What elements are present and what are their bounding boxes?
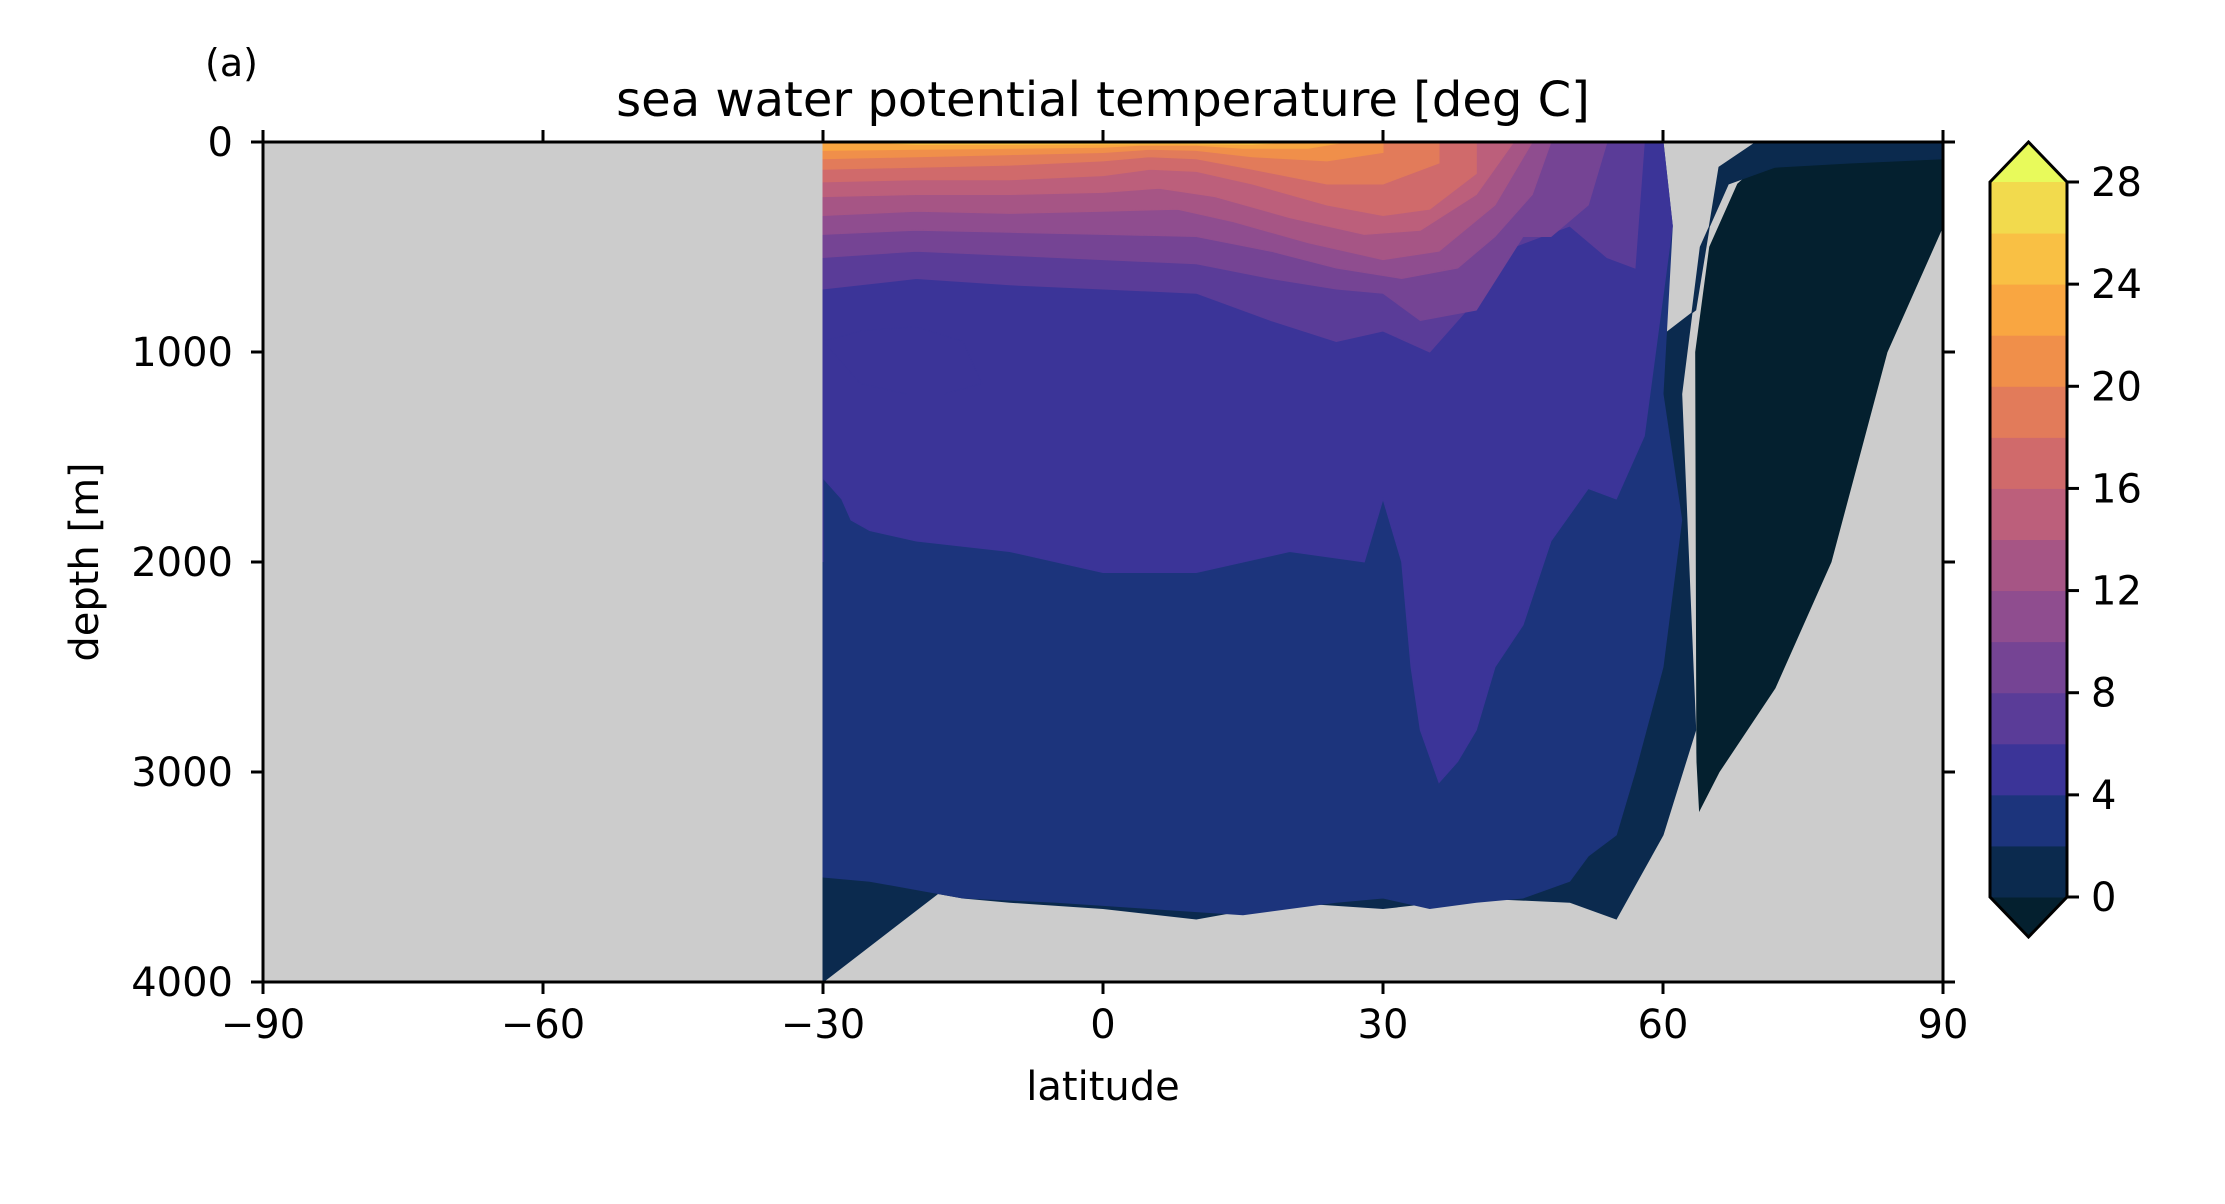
colorbar-segment	[1990, 233, 2067, 285]
chart-title: sea water potential temperature [deg C]	[616, 72, 1590, 128]
colorbar-segment	[1990, 386, 2067, 438]
x-tick-label: −60	[501, 1002, 585, 1048]
colorbar-tick-label: 16	[2091, 466, 2142, 512]
colorbar-segment	[1990, 692, 2067, 745]
colorbar-segment	[1990, 284, 2067, 336]
y-tick-label: 0	[208, 120, 233, 166]
y-tick-label: 3000	[131, 750, 233, 796]
colorbar-segment	[1990, 335, 2067, 387]
colorbar-tick-label: 4	[2091, 773, 2116, 819]
colorbar-tick-label: 12	[2091, 569, 2142, 615]
x-tick-label: 30	[1358, 1002, 1409, 1048]
x-tick-label: −90	[221, 1002, 305, 1048]
y-tick-label: 1000	[131, 330, 233, 376]
colorbar: 0 4 8 12 16 20 24 28	[1988, 139, 2142, 940]
temperature-field	[822, 142, 1943, 982]
y-axis: 0 1000 2000 3000 4000	[131, 120, 1955, 1006]
x-tick-label: 60	[1638, 1002, 1689, 1048]
colorbar-segment	[1990, 845, 2067, 898]
y-axis-label: depth [m]	[62, 462, 108, 661]
colorbar-segment	[1990, 437, 2067, 489]
colorbar-segment	[1990, 641, 2067, 694]
panel-label: (a)	[205, 41, 258, 85]
y-tick-label: 2000	[131, 540, 233, 586]
colorbar-tick-label: 28	[2091, 160, 2142, 206]
x-tick-label: 90	[1918, 1002, 1969, 1048]
x-tick-label: 0	[1090, 1002, 1115, 1048]
colorbar-under-extension	[1990, 897, 2067, 937]
colorbar-segment	[1990, 539, 2067, 592]
plot-area	[261, 140, 1945, 984]
colorbar-segment	[1990, 743, 2067, 796]
colorbar-tick-label: 20	[2091, 364, 2142, 410]
y-tick-label: 4000	[131, 960, 233, 1006]
seafloor-mask	[1607, 746, 1869, 982]
x-axis: −90 −60 −30 0 30 60 90	[221, 130, 1969, 1048]
colorbar-segment	[1990, 182, 2067, 234]
colorbar-over-extension	[1990, 142, 2067, 182]
colorbar-tick-label: 24	[2091, 262, 2142, 308]
x-axis-label: latitude	[1026, 1064, 1179, 1110]
colorbar-segment	[1990, 488, 2067, 540]
colorbar-tick-label: 0	[2091, 875, 2116, 921]
seafloor-mask-0	[1607, 746, 1869, 982]
temperature-band-0	[1695, 142, 1943, 982]
colorbar-tick-label: 8	[2091, 671, 2116, 717]
x-tick-label: −30	[781, 1002, 865, 1048]
colorbar-segment	[1990, 590, 2067, 643]
colorbar-segment	[1990, 794, 2067, 847]
